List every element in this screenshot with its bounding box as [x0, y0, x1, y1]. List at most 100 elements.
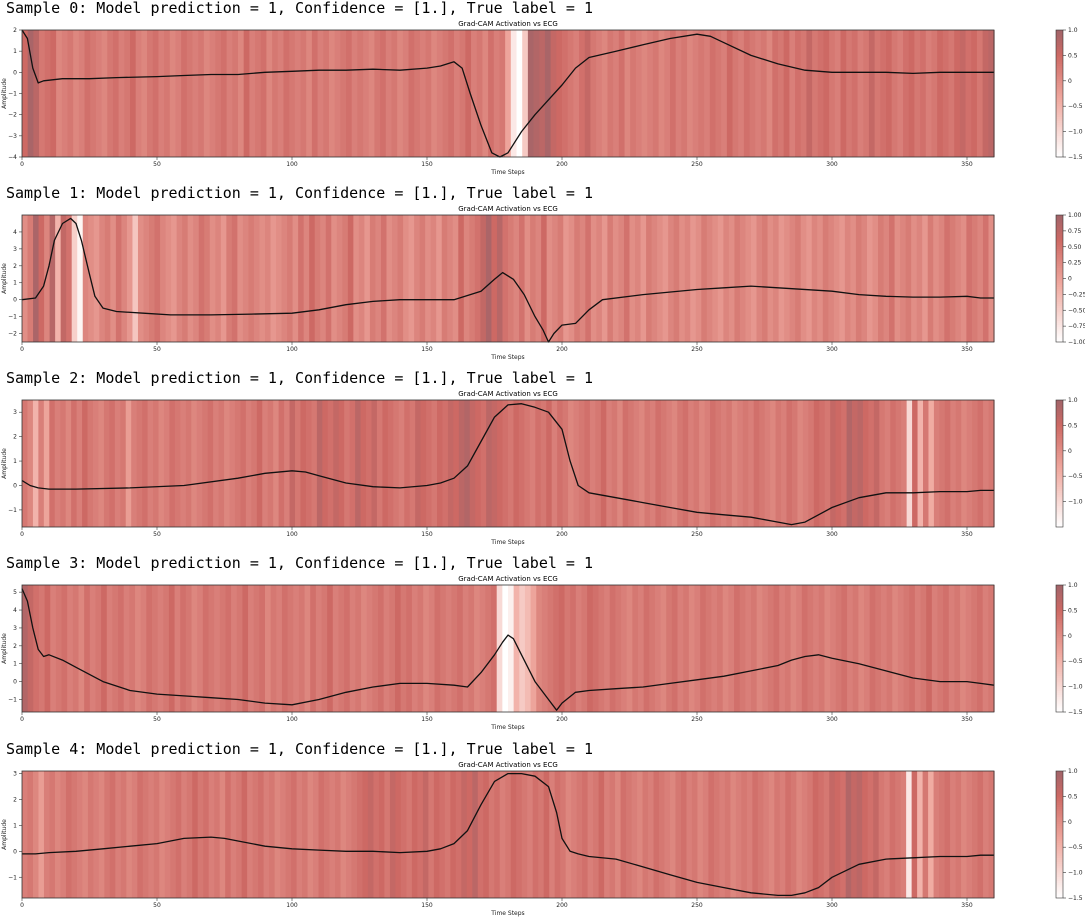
activation-stripe: [564, 585, 571, 712]
colorbar-tick-label: 1.0: [1068, 582, 1078, 589]
y-tick-label: 0: [13, 482, 17, 489]
activation-stripe: [841, 400, 848, 527]
activation-stripe: [209, 30, 216, 157]
activation-stripe: [163, 585, 170, 712]
y-tick-label: −2: [8, 331, 17, 338]
activation-stripe: [889, 771, 896, 898]
activation-stripe: [701, 215, 708, 342]
activation-stripe: [130, 30, 137, 157]
colorbar-segment: [1056, 152, 1063, 156]
colorbar: −1.5 −1.0 −0.5 0 0.5 1.0: [1055, 27, 1083, 161]
colorbar-segment: [1056, 612, 1063, 616]
activation-stripe: [579, 215, 586, 342]
activation-stripe: [731, 400, 738, 527]
activation-stripe: [532, 771, 539, 898]
activation-stripe: [581, 585, 588, 712]
activation-stripe: [670, 771, 677, 898]
activation-stripe: [742, 400, 749, 527]
activation-stripe: [712, 215, 719, 342]
activation-stripe: [61, 30, 69, 157]
colorbar-segment: [1056, 849, 1063, 852]
colorbar-segment: [1056, 838, 1063, 842]
colorbar-segment: [1056, 798, 1063, 802]
activation-stripe: [112, 30, 120, 157]
activation-stripe: [382, 400, 389, 527]
colorbar-segment: [1056, 654, 1063, 658]
activation-stripe: [84, 585, 91, 712]
plot-frame: [21, 214, 995, 343]
activation-stripe: [169, 400, 176, 527]
activation-stripe: [355, 585, 362, 712]
x-tick-label: 150: [421, 531, 433, 538]
colorbar-segment: [1056, 87, 1063, 90]
activation-stripe: [197, 771, 204, 898]
activation-stripe: [660, 585, 667, 712]
activation-stripe: [247, 771, 254, 898]
activation-stripe: [77, 215, 84, 342]
activation-stripe: [389, 771, 397, 898]
activation-stripe: [270, 215, 277, 342]
activation-stripe: [289, 30, 296, 157]
plot-title: Grad-CAM Activation vs ECG: [458, 575, 558, 583]
activation-stripe: [543, 771, 550, 898]
plot-title: Grad-CAM Activation vs ECG: [458, 20, 558, 28]
activation-stripe: [225, 771, 232, 898]
colorbar-segment: [1056, 482, 1063, 486]
activation-stripe: [647, 30, 654, 157]
activation-stripe: [202, 400, 209, 527]
x-tick-label: 150: [421, 902, 433, 909]
activation-stripe: [756, 585, 763, 712]
y-tick-label: 0: [13, 69, 17, 76]
colorbar-segment: [1056, 255, 1063, 258]
activation-stripe: [455, 771, 462, 898]
colorbar: −1.5 −1.0 −0.5 0 0.5 1.0: [1055, 768, 1083, 902]
colorbar-segment: [1056, 246, 1063, 250]
y-tick-label: 2: [13, 643, 17, 650]
activation-stripe: [43, 771, 51, 898]
y-axis-label: Amplitude: [1, 263, 8, 294]
x-tick-label: 150: [421, 161, 433, 168]
activation-stripe: [620, 771, 627, 898]
colorbar-segment: [1056, 270, 1063, 273]
activation-stripe: [570, 585, 577, 712]
activation-stripe: [367, 771, 375, 898]
activation-stripe: [224, 400, 231, 527]
colorbar-segment: [1056, 682, 1063, 685]
activation-stripe: [43, 400, 50, 527]
activation-stripe: [857, 30, 864, 157]
activation-stripe: [496, 585, 503, 712]
colorbar-frame: [1055, 399, 1064, 528]
activation-stripe: [585, 215, 592, 342]
colorbar-tick-label: −0.25: [1068, 291, 1085, 298]
activation-stripe: [218, 400, 225, 527]
activation-stripe: [164, 30, 171, 157]
activation-stripe: [779, 771, 786, 898]
activation-stripe: [982, 585, 989, 712]
colorbar-segment: [1056, 644, 1063, 647]
activation-stripe: [295, 400, 302, 527]
activation-stripe: [118, 30, 125, 157]
activation-stripe: [587, 771, 594, 898]
activation-stripe: [522, 30, 529, 157]
y-tick-label: 2: [13, 27, 17, 34]
colorbar-segment: [1056, 597, 1063, 601]
activation-stripe: [231, 585, 238, 712]
colorbar-segment: [1056, 80, 1063, 84]
activation-stripe: [521, 771, 528, 898]
activation-stripe: [219, 585, 227, 712]
activation-stripe: [751, 585, 758, 712]
activation-stripe: [938, 215, 945, 342]
colorbar-segment: [1056, 659, 1063, 662]
activation-stripe: [906, 771, 913, 898]
activation-stripe: [743, 30, 751, 157]
activation-stripe: [198, 30, 205, 157]
activation-stripe: [306, 30, 313, 157]
activation-stripe: [265, 585, 272, 712]
activation-stripe: [524, 585, 532, 712]
colorbar-segment: [1056, 629, 1063, 632]
colorbar-segment: [1056, 261, 1063, 265]
activation-stripe: [664, 30, 671, 157]
activation-stripe: [55, 215, 62, 342]
activation-stripe: [557, 215, 564, 342]
colorbar-segment: [1056, 448, 1063, 452]
